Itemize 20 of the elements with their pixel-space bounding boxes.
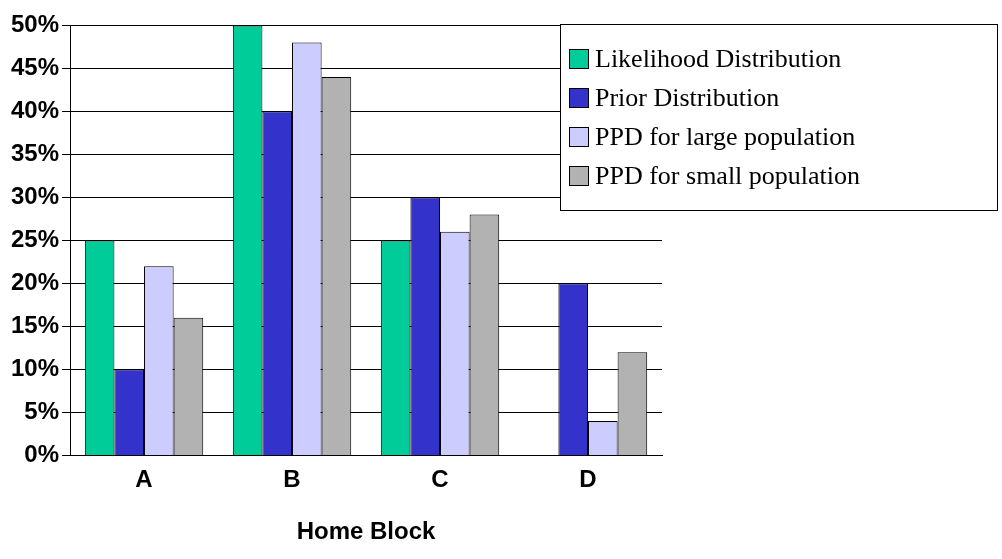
y-tick-label: 50% bbox=[10, 10, 60, 38]
legend-label: PPD for small population bbox=[595, 161, 861, 191]
x-axis-title: Home Block bbox=[296, 517, 437, 545]
y-tick-label: 5% bbox=[24, 397, 60, 425]
y-tick-label: 45% bbox=[10, 53, 60, 81]
legend-label: Prior Distribution bbox=[595, 83, 780, 113]
y-tick-label: 40% bbox=[10, 96, 60, 124]
legend-label: PPD for large population bbox=[595, 122, 856, 152]
y-tick-label: 25% bbox=[10, 225, 60, 253]
y-tick-label: 20% bbox=[10, 268, 60, 296]
y-tick-label: 15% bbox=[10, 311, 60, 339]
x-tick-label: B bbox=[283, 465, 301, 493]
x-tick-label: A bbox=[135, 465, 153, 493]
y-tick-label: 35% bbox=[10, 139, 60, 167]
legend-label: Likelihood Distribution bbox=[595, 44, 842, 74]
y-tick-label: 0% bbox=[24, 440, 60, 468]
x-tick-label: C bbox=[431, 465, 449, 493]
x-tick-label: D bbox=[579, 465, 597, 493]
y-tick-label: 30% bbox=[10, 182, 60, 210]
y-tick-label: 10% bbox=[10, 354, 60, 382]
